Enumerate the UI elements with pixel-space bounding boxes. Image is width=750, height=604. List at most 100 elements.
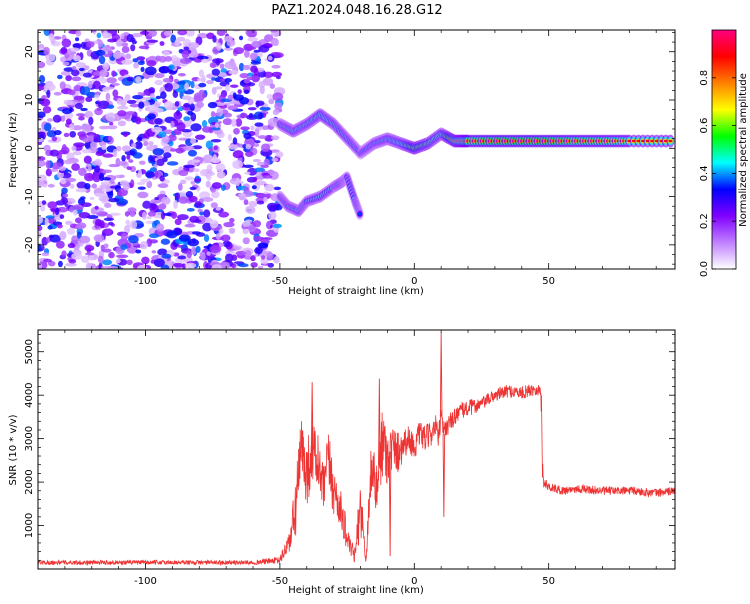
spectrogram-cell xyxy=(177,214,189,221)
spectrogram-cell xyxy=(226,39,236,47)
spectrogram-cell xyxy=(80,86,91,96)
spectrogram-cell xyxy=(116,105,129,110)
spectrogram-cell xyxy=(211,68,220,76)
spectrogram-cell xyxy=(132,152,143,159)
spectrogram-cell xyxy=(135,76,142,84)
spectrogram-cell xyxy=(225,84,231,92)
spectrogram-cell xyxy=(43,122,52,132)
spectrogram-cell xyxy=(152,148,165,156)
spectrogram-cell xyxy=(120,42,129,47)
spectrogram-cell xyxy=(71,125,83,131)
spectrogram-cell xyxy=(138,101,145,109)
colorbar-tick-label: 0.2 xyxy=(699,213,710,229)
spectrogram-cell xyxy=(179,179,187,185)
spectrogram-cell xyxy=(101,177,112,181)
spectrogram-cell xyxy=(228,227,236,234)
spectrogram-cell xyxy=(242,237,250,245)
spectrogram-cell xyxy=(223,112,232,118)
spectrogram-cell xyxy=(194,200,202,208)
spectrogram-cell xyxy=(243,164,254,169)
spectrogram-cell xyxy=(184,223,196,228)
spectrogram-cell xyxy=(94,192,103,197)
spectrogram-cell xyxy=(206,173,212,181)
colorbar-tick-label: 0.6 xyxy=(699,118,710,134)
spectrogram-cell xyxy=(78,211,91,219)
spectrogram-cell xyxy=(126,224,131,228)
spectrogram-cell xyxy=(254,128,260,137)
spectrogram-cell xyxy=(232,137,238,145)
spectrogram-cell xyxy=(253,220,262,228)
spectrogram-cell xyxy=(195,134,206,140)
spectrogram-cell xyxy=(85,96,93,102)
spectrogram-cell xyxy=(232,160,244,169)
spectrogram-cell xyxy=(183,46,190,51)
spectrogram-cell xyxy=(157,183,169,189)
spectrogram-cell xyxy=(199,211,205,216)
spectrogram-cell xyxy=(78,67,85,72)
spectrogram-cell xyxy=(128,235,139,244)
colorbar-tick-label: 0.4 xyxy=(699,165,710,181)
spectrogram-cell xyxy=(118,161,127,167)
spectrogram-cell xyxy=(129,103,141,108)
spectrogram-x-tick-label: -100 xyxy=(134,276,157,287)
spectrogram-cell xyxy=(142,211,147,220)
spectrogram-cell xyxy=(235,250,247,256)
spectrogram-cell xyxy=(161,196,171,205)
spectrogram-cell xyxy=(166,161,179,166)
spectrogram-cell xyxy=(38,225,43,231)
spectrogram-cell xyxy=(154,117,163,125)
spectrogram-cell xyxy=(108,251,115,259)
spectrogram-cell xyxy=(66,227,76,235)
spectrogram-cell xyxy=(211,112,221,117)
spectrogram-cell xyxy=(112,89,119,98)
spectrogram-cell xyxy=(44,217,49,227)
spectrogram-cell xyxy=(173,263,184,268)
spectrogram-cell xyxy=(71,235,78,244)
spectrogram-cell xyxy=(75,188,88,193)
spectrogram-cell xyxy=(233,127,240,135)
spectrogram-cell xyxy=(55,240,65,249)
spectrogram-cell xyxy=(243,50,250,58)
spectrogram-cell xyxy=(103,217,115,221)
spectrogram-cell xyxy=(101,259,113,266)
spectrogram-cell xyxy=(142,200,152,209)
spectrogram-cell xyxy=(74,37,80,42)
spectrogram-cell xyxy=(232,92,237,99)
spectrogram-cell xyxy=(81,149,92,154)
spectrogram-cell xyxy=(185,262,197,269)
spectrogram-cell xyxy=(245,30,257,37)
spectrogram-cell xyxy=(116,254,129,259)
spectrogram-cell xyxy=(201,58,209,64)
spectrogram-cell xyxy=(231,254,238,261)
spectrogram-cell xyxy=(80,123,92,132)
spectrogram-cell xyxy=(80,196,86,200)
spectrogram-cell xyxy=(183,102,191,108)
spectrogram-cell xyxy=(244,171,251,175)
spectrogram-cell xyxy=(242,228,249,235)
spectrogram-cell xyxy=(46,118,54,122)
spectrogram-cell xyxy=(209,219,219,229)
spectrogram-cell xyxy=(222,240,231,248)
spectrogram-cell xyxy=(67,89,76,96)
spectrogram-cell xyxy=(95,49,106,57)
spectrogram-cell xyxy=(219,63,225,69)
spectrogram-cell xyxy=(133,62,140,69)
spectrogram-cell xyxy=(168,140,174,147)
spectrogram-cell xyxy=(189,186,197,191)
spectrogram-cell xyxy=(149,167,157,173)
spectrogram-cell xyxy=(55,207,60,216)
spectrogram-cell xyxy=(129,211,136,218)
spectrogram-cell xyxy=(190,246,197,256)
spectrogram-cell xyxy=(126,259,133,266)
spectrogram-cell xyxy=(57,149,68,155)
spectrogram-cell xyxy=(47,184,55,188)
spectrogram-cell xyxy=(190,123,202,132)
spectrogram-cell xyxy=(146,180,153,189)
spectrogram-cell xyxy=(52,114,62,123)
spectrogram-cell xyxy=(65,74,72,82)
spectrogram-cell xyxy=(69,130,76,138)
spectrogram-cell xyxy=(105,92,111,101)
snr-frame xyxy=(37,329,676,570)
spectrogram-cell xyxy=(175,147,184,154)
spectrogram-cell xyxy=(163,152,172,159)
